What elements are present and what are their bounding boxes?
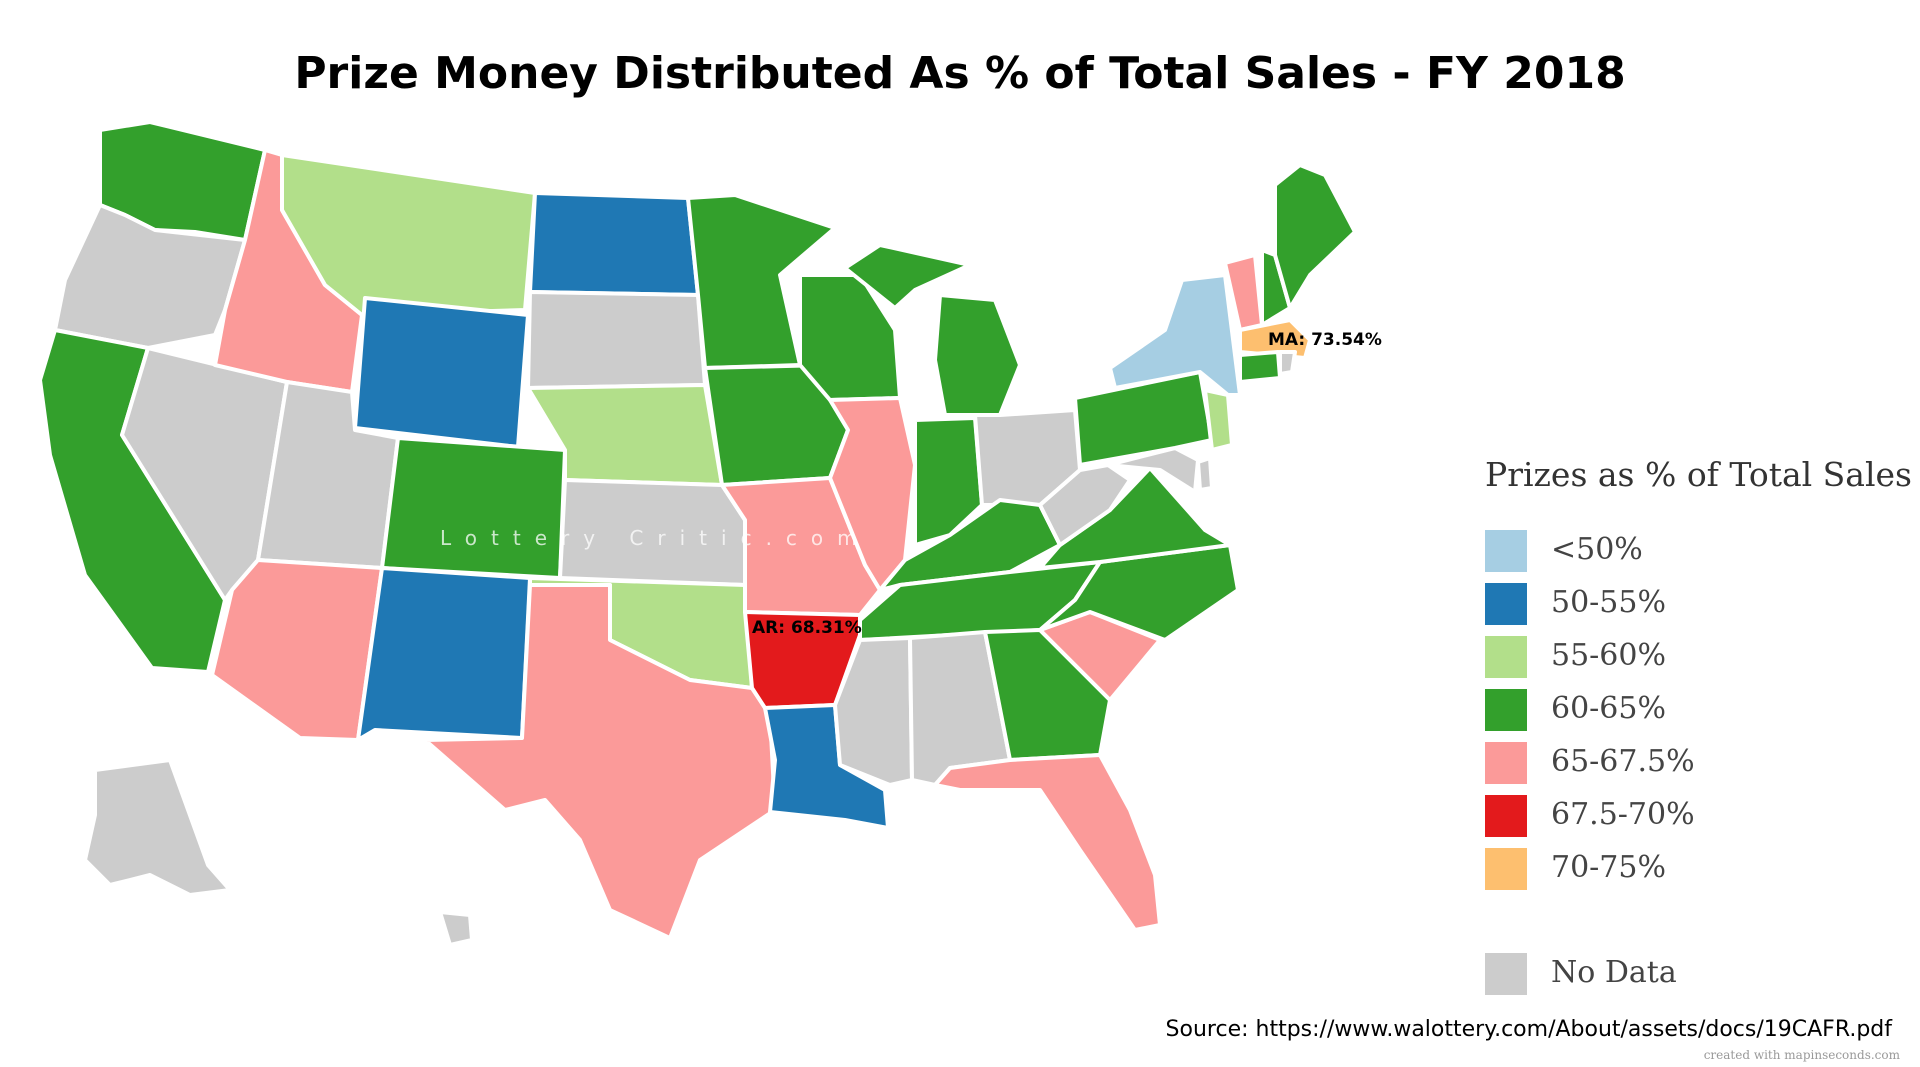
legend: Prizes as % of Total Sales <50% 50-55% 5… [1485, 455, 1912, 995]
legend-swatch [1485, 530, 1527, 572]
state-nd[interactable] [528, 191, 700, 297]
state-ak[interactable] [83, 758, 232, 897]
state-nc[interactable] [1038, 543, 1240, 642]
state-pa[interactable] [1073, 370, 1214, 467]
state-hi[interactable] [438, 910, 474, 947]
state-mn[interactable] [686, 193, 837, 370]
watermark: Lottery Critic.com [440, 526, 871, 550]
state-ny[interactable] [1108, 273, 1242, 397]
annotation-ar: AR: 68.31% [752, 618, 862, 638]
legend-title: Prizes as % of Total Sales [1485, 455, 1912, 494]
state-in[interactable] [913, 416, 984, 547]
state-mi[interactable] [933, 293, 1022, 417]
state-nj[interactable] [1203, 388, 1234, 452]
state-wv[interactable] [1038, 463, 1132, 547]
state-de[interactable] [1196, 456, 1214, 492]
state-ma[interactable] [1238, 318, 1312, 360]
credit-note: created with mapinseconds.com [1703, 1048, 1900, 1062]
legend-label: <50% [1551, 532, 1643, 567]
legend-swatch [1485, 742, 1527, 784]
legend-label: No Data [1551, 955, 1677, 990]
state-ri[interactable] [1278, 350, 1297, 376]
legend-swatch [1485, 636, 1527, 678]
state-me[interactable] [1273, 163, 1357, 310]
legend-label: 55-60% [1551, 638, 1666, 673]
legend-label: 60-65% [1551, 691, 1666, 726]
annotation-ma: MA: 73.54% [1268, 330, 1382, 350]
state-ga[interactable] [983, 628, 1112, 762]
legend-label: 70-75% [1551, 850, 1666, 885]
state-az[interactable] [210, 558, 384, 742]
legend-label: 67.5-70% [1551, 797, 1695, 832]
legend-swatch [1485, 583, 1527, 625]
state-ct[interactable] [1238, 350, 1282, 384]
legend-swatch [1485, 953, 1527, 995]
state-sd[interactable] [526, 290, 707, 390]
legend-swatch [1485, 689, 1527, 731]
map-title: Prize Money Distributed As % of Total Sa… [294, 48, 1626, 99]
state-or[interactable] [53, 203, 247, 350]
legend-swatch [1485, 795, 1527, 837]
state-nm[interactable] [356, 566, 532, 742]
state-fl[interactable] [933, 753, 1162, 932]
state-tx[interactable] [423, 583, 777, 940]
source-note: Source: https://www.walottery.com/About/… [1165, 1017, 1892, 1042]
state-mi-upper[interactable] [843, 243, 972, 310]
state-co[interactable] [380, 436, 567, 580]
legend-swatch [1485, 848, 1527, 890]
legend-label: 50-55% [1551, 585, 1666, 620]
legend-label: 65-67.5% [1551, 744, 1695, 779]
state-wy[interactable] [353, 296, 530, 449]
